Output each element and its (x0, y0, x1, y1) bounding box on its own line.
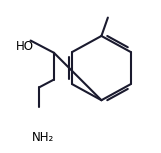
Text: NH₂: NH₂ (32, 131, 54, 144)
Text: HO: HO (16, 40, 34, 53)
